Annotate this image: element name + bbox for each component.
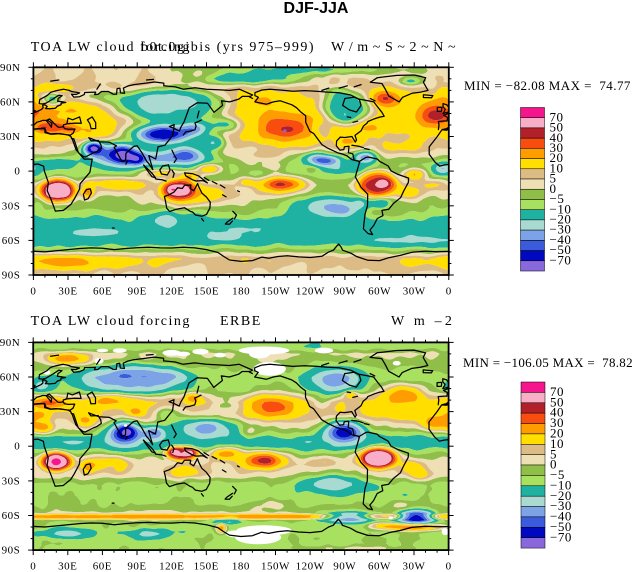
svg-text:−50: −50	[550, 519, 572, 534]
svg-text:60E: 60E	[93, 286, 112, 298]
svg-text:5: 5	[550, 446, 557, 461]
svg-text:−50: −50	[550, 242, 572, 257]
svg-text:90E: 90E	[128, 286, 147, 298]
svg-text:MIN = −106.05 MAX = 78.82: MIN = −106.05 MAX = 78.82	[463, 355, 633, 370]
svg-text:30N: 30N	[0, 406, 20, 418]
svg-text:0: 0	[550, 181, 557, 196]
svg-text:90W: 90W	[333, 561, 356, 572]
svg-text:0: 0	[14, 441, 20, 453]
svg-text:70: 70	[550, 109, 564, 124]
svg-text:90N: 90N	[0, 337, 20, 349]
svg-text:30: 30	[550, 415, 564, 430]
svg-text:0: 0	[550, 457, 557, 472]
svg-text:0: 0	[14, 166, 20, 178]
svg-text:30N: 30N	[0, 131, 20, 143]
svg-text:150E: 150E	[194, 561, 219, 572]
svg-text:60N: 60N	[0, 372, 20, 384]
svg-text:60W: 60W	[368, 286, 391, 298]
svg-text:60S: 60S	[2, 510, 21, 522]
svg-text:30E: 30E	[58, 286, 77, 298]
svg-text:60E: 60E	[93, 561, 112, 572]
svg-text:−10: −10	[550, 477, 572, 492]
svg-text:30: 30	[550, 140, 564, 155]
svg-text:30S: 30S	[2, 200, 21, 212]
svg-text:−20: −20	[550, 212, 572, 227]
svg-text:5: 5	[550, 171, 557, 186]
svg-text:60N: 60N	[0, 96, 20, 108]
svg-text:TOA LW cloud forcing: TOA LW cloud forcing	[31, 314, 191, 329]
svg-text:90S: 90S	[2, 545, 21, 557]
svg-text:−30: −30	[550, 498, 572, 513]
svg-text:90W: 90W	[333, 286, 356, 298]
svg-text:W m –2: W m –2	[391, 314, 455, 329]
svg-text:30W: 30W	[403, 286, 426, 298]
svg-text:−30: −30	[550, 222, 572, 237]
svg-text:TOA LW cloud forcing: TOA LW cloud forcing	[31, 40, 191, 55]
svg-text:−20: −20	[550, 488, 572, 503]
svg-text:DJF-JJA: DJF-JJA	[284, 0, 349, 17]
svg-text:0: 0	[446, 561, 452, 572]
svg-text:10: 10	[550, 160, 564, 175]
svg-text:90E: 90E	[127, 561, 146, 572]
svg-text:10: 10	[550, 436, 564, 451]
svg-text:0: 0	[446, 286, 452, 298]
svg-text:W/m~S~2~N~: W/m~S~2~N~	[331, 40, 460, 55]
svg-text:120E: 120E	[159, 286, 184, 298]
svg-text:180: 180	[232, 286, 250, 298]
svg-text:20: 20	[550, 426, 564, 441]
svg-text:ERBE: ERBE	[220, 314, 262, 329]
svg-text:MIN = −82.08 MAX = 74.77: MIN = −82.08 MAX = 74.77	[464, 78, 631, 93]
svg-text:120W: 120W	[296, 561, 325, 572]
svg-text:40: 40	[550, 405, 564, 420]
svg-text:120E: 120E	[159, 561, 184, 572]
svg-text:−70: −70	[550, 529, 572, 544]
svg-text:30E: 30E	[58, 561, 77, 572]
svg-text:−70: −70	[550, 252, 572, 267]
svg-text:−10: −10	[550, 201, 572, 216]
svg-text:0: 0	[30, 286, 36, 298]
svg-text:150E: 150E	[194, 286, 219, 298]
svg-text:30S: 30S	[2, 475, 21, 487]
svg-text:−40: −40	[550, 232, 572, 247]
svg-text:70: 70	[550, 384, 564, 399]
svg-text:150W: 150W	[261, 286, 290, 298]
svg-text:40: 40	[550, 130, 564, 145]
svg-text:50: 50	[550, 120, 564, 135]
svg-text:−40: −40	[550, 509, 572, 524]
svg-text:150W: 150W	[261, 561, 290, 572]
svg-text:90S: 90S	[2, 270, 21, 282]
svg-text:−5: −5	[550, 191, 565, 206]
svg-text:180: 180	[232, 561, 250, 572]
svg-text:−5: −5	[550, 467, 565, 482]
svg-text:b0t.0gibis (yrs 975–999): b0t.0gibis (yrs 975–999)	[141, 40, 315, 55]
svg-text:60W: 60W	[368, 561, 391, 572]
svg-text:20: 20	[550, 150, 564, 165]
svg-text:90N: 90N	[0, 62, 20, 74]
svg-text:120W: 120W	[296, 286, 325, 298]
svg-text:50: 50	[550, 394, 564, 409]
svg-text:60S: 60S	[2, 235, 21, 247]
svg-text:0: 0	[30, 561, 36, 572]
svg-text:30W: 30W	[403, 561, 426, 572]
